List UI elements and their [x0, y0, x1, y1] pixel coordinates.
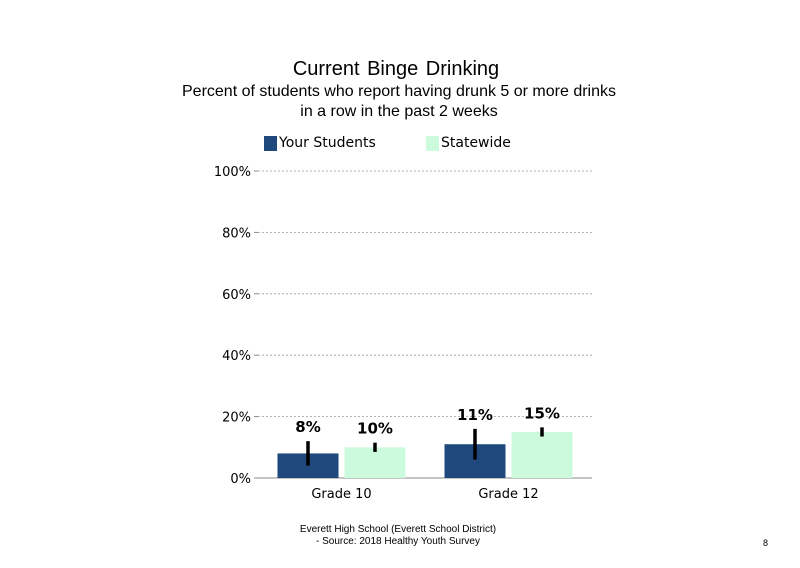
bar [511, 431, 573, 478]
chart-subtitle-line-1: Percent of students who report having dr… [182, 83, 616, 100]
data-label: 15% [524, 404, 560, 422]
legend-label-your-students: Your Students [279, 135, 376, 151]
bar [344, 447, 406, 478]
data-label: 10% [357, 420, 393, 438]
data-label: 8% [295, 418, 320, 436]
chart-subtitle: Percent of students who report having dr… [0, 82, 798, 122]
x-tick-label: Grade 10 [311, 487, 371, 502]
y-tick-label: 0% [230, 472, 251, 487]
y-tick-label: 20% [222, 411, 251, 426]
footer-source: - Source: 2018 Healthy Youth Survey [316, 536, 480, 547]
legend-swatch-your-students [264, 135, 277, 151]
footer-school: Everett High School (Everett School Dist… [299, 524, 497, 535]
y-tick-label: 40% [222, 349, 251, 364]
legend-item-your-students: Your Students [264, 133, 376, 153]
chart-title: Current Binge Drinking [292, 58, 500, 80]
chart-subtitle-line-2: in a row in the past 2 weeks [300, 103, 498, 120]
legend-label-statewide: Statewide [441, 135, 511, 151]
x-tick-label: Grade 12 [478, 487, 538, 502]
legend-item-statewide: Statewide [426, 133, 511, 153]
chart-legend: Your Students Statewide [0, 133, 800, 153]
page-number: 8 [763, 538, 769, 548]
data-label: 11% [457, 406, 493, 424]
y-tick-label: 100% [214, 165, 251, 180]
legend-swatch-statewide [426, 135, 439, 151]
footer: Everett High School (Everett School Dist… [0, 524, 796, 548]
y-tick-label: 80% [222, 226, 251, 241]
y-tick-label: 60% [222, 288, 251, 303]
